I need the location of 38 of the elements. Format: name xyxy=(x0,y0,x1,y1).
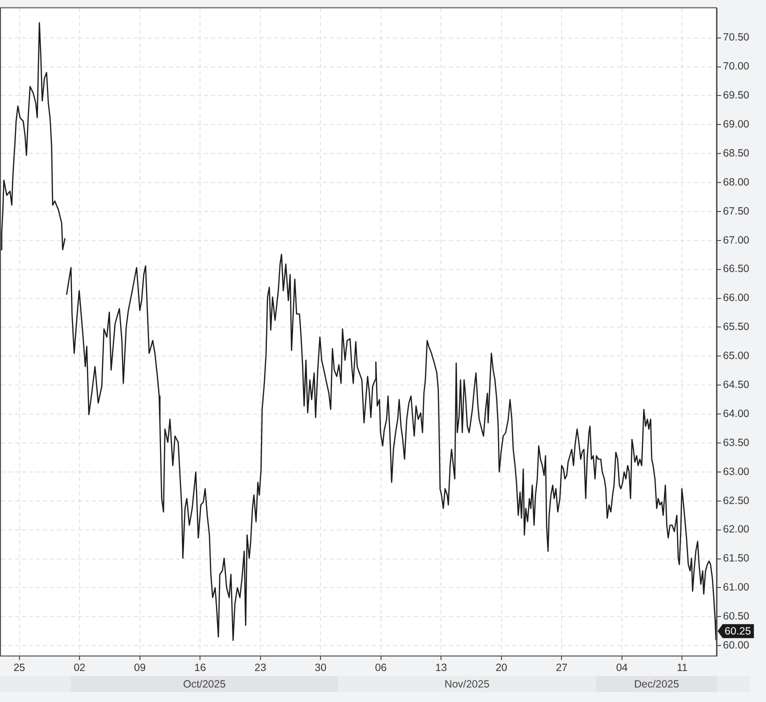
y-tick-label: 61.50 xyxy=(723,552,750,565)
y-tick-label: 62.50 xyxy=(723,494,750,507)
x-tick-label: 04 xyxy=(616,662,628,674)
x-tick-label: 11 xyxy=(676,662,688,674)
y-tick-label: 60.50 xyxy=(723,610,750,623)
y-tick-label: 70.00 xyxy=(723,60,750,73)
text: Dec/2025 xyxy=(634,678,680,690)
y-tick-label: 67.00 xyxy=(723,234,750,246)
y-tick-label: 68.00 xyxy=(723,176,750,188)
y-tick-label: 66.00 xyxy=(723,292,750,304)
y-tick-label: 66.50 xyxy=(723,263,750,276)
x-tick-label: 30 xyxy=(314,662,327,674)
y-tick-label: 65.50 xyxy=(723,321,750,334)
y-tick-label: 70.50 xyxy=(723,32,750,44)
y-tick-label: 64.00 xyxy=(723,408,750,420)
text: Oct/2025 xyxy=(183,678,226,690)
y-tick-label: 69.00 xyxy=(723,118,750,131)
x-tick-label: 23 xyxy=(254,662,266,674)
y-tick-label: 62.00 xyxy=(723,524,750,536)
y-tick-label: 68.50 xyxy=(723,147,750,160)
x-tick-label: 13 xyxy=(435,662,448,674)
y-tick-label: 64.50 xyxy=(723,379,750,392)
y-tick-label: 65.00 xyxy=(723,350,750,362)
x-tick-label: 16 xyxy=(194,662,206,674)
annotation: 60.25 xyxy=(724,626,752,638)
y-tick-label: 60.00 xyxy=(723,639,750,652)
x-tick-label: 02 xyxy=(74,662,86,674)
text: Nov/2025 xyxy=(444,678,490,690)
y-tick-label: 63.50 xyxy=(723,436,750,449)
y-tick-label: 67.50 xyxy=(723,205,750,218)
y-tick-label: 61.00 xyxy=(723,582,750,594)
x-tick-label: 06 xyxy=(375,662,387,674)
x-tick-label: 09 xyxy=(134,662,146,674)
x-tick-label: 20 xyxy=(496,662,508,674)
x-tick-label: 25 xyxy=(13,662,26,674)
y-tick-label: 69.50 xyxy=(723,90,750,102)
x-tick-label: 27 xyxy=(556,662,568,674)
y-tick-label: 63.00 xyxy=(723,466,750,478)
